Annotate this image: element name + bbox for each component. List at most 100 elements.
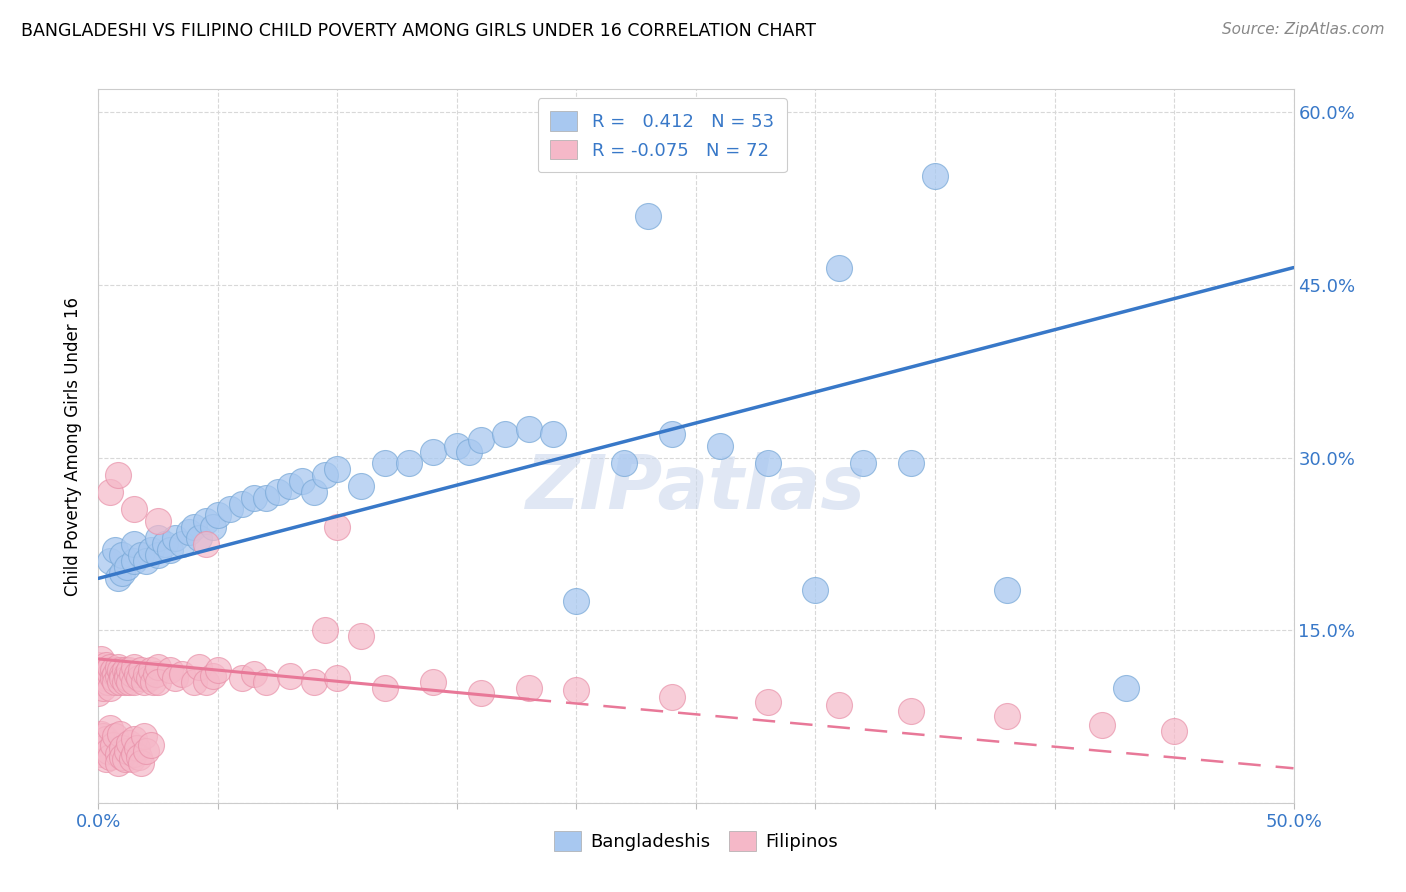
Point xyxy=(202,669,225,683)
Point xyxy=(219,502,242,516)
Point xyxy=(900,704,922,718)
Point xyxy=(179,525,201,540)
Point xyxy=(995,582,1018,597)
Point xyxy=(98,660,122,674)
Point xyxy=(207,508,229,522)
Point xyxy=(470,686,492,700)
Point xyxy=(87,744,110,758)
Point xyxy=(114,675,136,690)
Point xyxy=(124,502,146,516)
Point xyxy=(267,485,290,500)
Point xyxy=(111,666,134,681)
Point xyxy=(101,664,124,678)
Point xyxy=(135,554,157,568)
Point xyxy=(98,554,122,568)
Point xyxy=(1163,724,1185,739)
Point xyxy=(756,694,779,708)
Point xyxy=(135,744,157,758)
Point xyxy=(124,660,146,674)
Point xyxy=(446,439,468,453)
Point xyxy=(756,456,779,470)
Point xyxy=(97,664,120,678)
Point xyxy=(1115,681,1137,695)
Point xyxy=(91,740,114,755)
Point xyxy=(124,732,146,747)
Point xyxy=(107,571,129,585)
Point xyxy=(128,672,150,686)
Point xyxy=(195,537,218,551)
Point xyxy=(804,582,827,597)
Point xyxy=(172,537,194,551)
Point xyxy=(118,664,141,678)
Point xyxy=(135,666,157,681)
Point xyxy=(114,752,136,766)
Point xyxy=(114,664,136,678)
Point xyxy=(159,542,181,557)
Point xyxy=(87,686,110,700)
Point xyxy=(326,672,349,686)
Point xyxy=(900,456,922,470)
Point xyxy=(326,519,349,533)
Point xyxy=(121,752,143,766)
Point xyxy=(398,456,420,470)
Point xyxy=(195,514,218,528)
Point xyxy=(195,675,218,690)
Point xyxy=(111,672,134,686)
Point xyxy=(350,479,373,493)
Point xyxy=(98,681,122,695)
Point xyxy=(145,666,167,681)
Point xyxy=(104,729,127,743)
Point xyxy=(302,485,325,500)
Point xyxy=(661,690,683,704)
Point xyxy=(132,675,155,690)
Point xyxy=(115,744,138,758)
Point xyxy=(565,594,588,608)
Point xyxy=(142,675,165,690)
Point xyxy=(350,629,373,643)
Point xyxy=(148,660,170,674)
Point xyxy=(637,209,659,223)
Point xyxy=(104,666,127,681)
Point xyxy=(187,660,209,674)
Point xyxy=(202,519,225,533)
Point xyxy=(108,675,131,690)
Point xyxy=(132,729,155,743)
Point xyxy=(1091,717,1114,731)
Point xyxy=(278,669,301,683)
Text: ZIPatlas: ZIPatlas xyxy=(526,452,866,525)
Point xyxy=(828,260,851,275)
Point xyxy=(565,683,588,698)
Point xyxy=(661,427,683,442)
Point xyxy=(148,514,170,528)
Point xyxy=(124,537,146,551)
Point xyxy=(107,747,129,762)
Point xyxy=(90,652,112,666)
Point xyxy=(104,675,127,690)
Point xyxy=(115,672,138,686)
Point xyxy=(101,738,124,752)
Point xyxy=(163,531,186,545)
Point xyxy=(155,537,177,551)
Point xyxy=(254,491,277,505)
Point xyxy=(90,727,112,741)
Point xyxy=(108,664,131,678)
Point xyxy=(94,672,117,686)
Point xyxy=(254,675,277,690)
Y-axis label: Child Poverty Among Girls Under 16: Child Poverty Among Girls Under 16 xyxy=(65,296,83,596)
Point xyxy=(183,519,205,533)
Point xyxy=(139,738,162,752)
Point xyxy=(98,666,122,681)
Point xyxy=(131,664,153,678)
Point xyxy=(139,664,162,678)
Point xyxy=(139,542,162,557)
Point xyxy=(172,666,194,681)
Point xyxy=(709,439,731,453)
Point xyxy=(125,666,148,681)
Point xyxy=(315,623,337,637)
Point xyxy=(422,444,444,458)
Point xyxy=(98,485,122,500)
Point xyxy=(107,669,129,683)
Point xyxy=(108,727,131,741)
Point xyxy=(517,681,540,695)
Point xyxy=(163,672,186,686)
